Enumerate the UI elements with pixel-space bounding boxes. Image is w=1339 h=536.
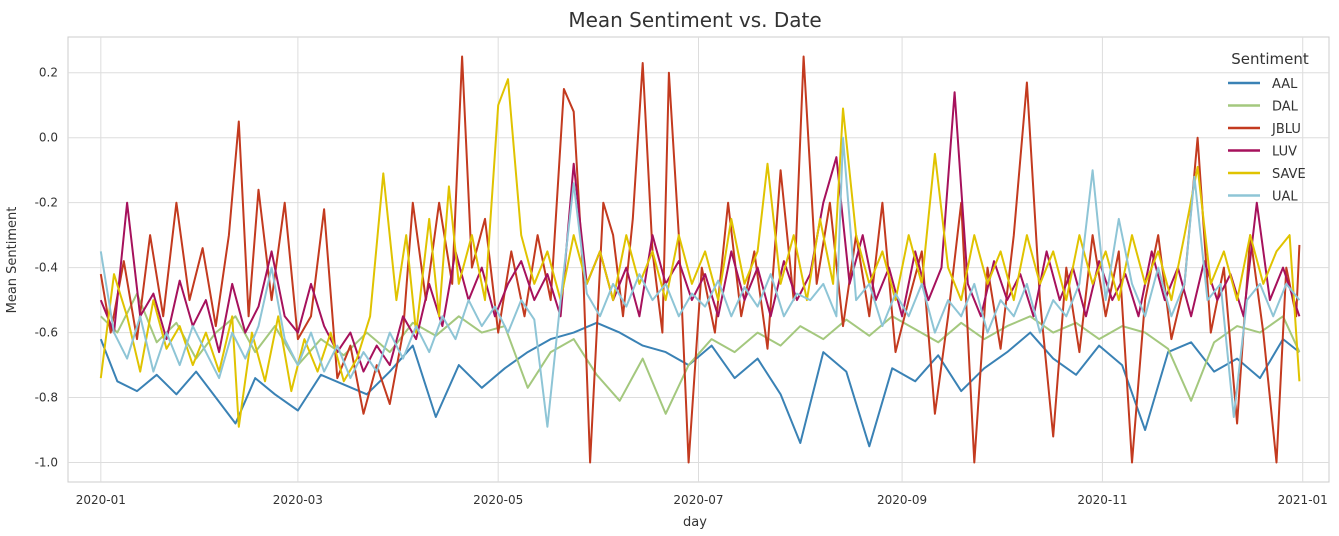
x-tick-label: 2020-09 — [877, 493, 927, 507]
y-tick-label: -0.4 — [35, 261, 58, 275]
legend-label-save: SAVE — [1272, 167, 1306, 182]
y-tick-label: -1.0 — [35, 456, 58, 470]
legend-label-luv: LUV — [1272, 145, 1297, 160]
series-line-save — [99, 78, 1301, 428]
series-line-dal — [100, 292, 1301, 415]
x-tick-label: 2020-05 — [473, 493, 523, 507]
x-tick-label: 2021-01 — [1278, 493, 1328, 507]
series-line-luv — [99, 91, 1301, 373]
series-line-ual — [99, 136, 1301, 428]
legend-label-jblu: JBLU — [1271, 122, 1301, 137]
y-tick-label: -0.2 — [35, 196, 58, 210]
x-tick-label: 2020-11 — [1077, 493, 1127, 507]
legend-title: Sentiment — [1231, 50, 1309, 68]
x-axis-ticks: 2020-01 2020-03 2020-05 2020-07 2020-09 2020-… — [76, 493, 1328, 507]
y-tick-label: -0.6 — [35, 326, 58, 340]
series-lines — [99, 55, 1301, 464]
legend-label-ual: UAL — [1272, 190, 1298, 205]
legend-label-dal: DAL — [1272, 100, 1299, 115]
y-tick-label: 0.0 — [39, 131, 58, 145]
y-tick-label: 0.2 — [39, 66, 58, 80]
legend: Sentiment AAL DAL JBLU LUV SAVE UAL — [1228, 50, 1309, 205]
x-tick-label: 2020-07 — [673, 493, 723, 507]
y-axis-label: Mean Sentiment — [5, 207, 20, 314]
x-tick-label: 2020-01 — [76, 493, 126, 507]
legend-label-aal: AAL — [1272, 77, 1298, 92]
x-tick-label: 2020-03 — [273, 493, 323, 507]
chart-title: Mean Sentiment vs. Date — [568, 8, 821, 32]
y-axis-ticks: 0.2 0.0 -0.2 -0.4 -0.6 -0.8 -1.0 — [35, 66, 58, 470]
x-axis-label: day — [683, 515, 707, 530]
y-tick-label: -0.8 — [35, 391, 58, 405]
